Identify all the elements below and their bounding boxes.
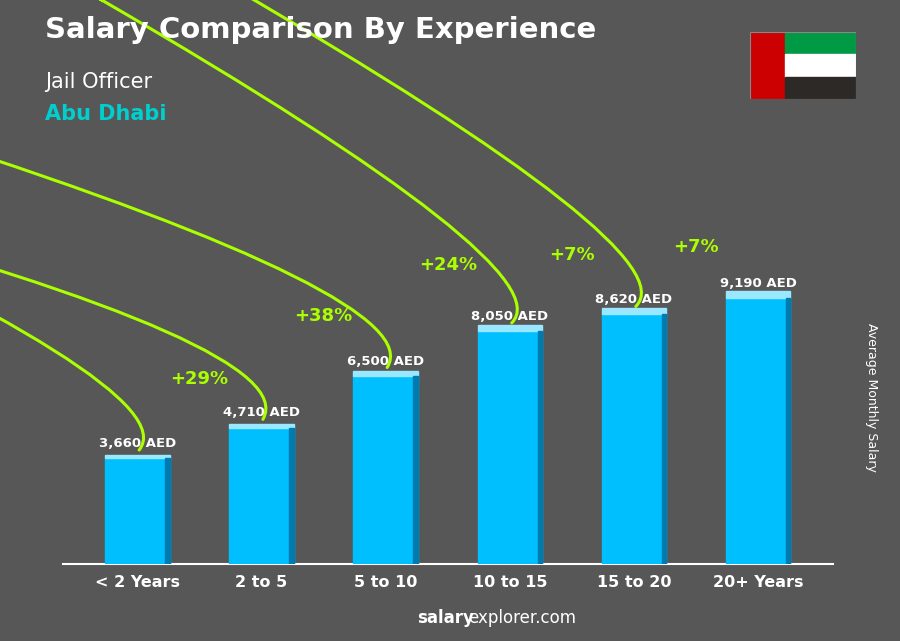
Bar	[785, 77, 856, 99]
Bar	[230, 424, 293, 428]
Text: salary: salary	[417, 609, 473, 627]
Text: Jail Officer: Jail Officer	[45, 72, 152, 92]
Text: +7%: +7%	[549, 246, 595, 263]
Text: +24%: +24%	[418, 256, 477, 274]
Bar	[166, 458, 170, 564]
Text: explorer.com: explorer.com	[468, 609, 576, 627]
Text: Salary Comparison By Experience: Salary Comparison By Experience	[45, 16, 596, 44]
Bar	[289, 428, 293, 564]
Bar	[413, 376, 418, 564]
Bar	[537, 331, 542, 564]
Bar	[230, 428, 293, 564]
Text: 3,660 AED: 3,660 AED	[99, 437, 176, 450]
Text: 8,050 AED: 8,050 AED	[472, 310, 548, 322]
Bar	[354, 376, 418, 564]
Text: 8,620 AED: 8,620 AED	[596, 293, 672, 306]
Text: 9,190 AED: 9,190 AED	[720, 277, 796, 290]
Bar	[662, 314, 666, 564]
Bar	[750, 32, 785, 99]
Text: Abu Dhabi: Abu Dhabi	[45, 104, 166, 124]
Bar	[478, 325, 542, 331]
Text: 4,710 AED: 4,710 AED	[223, 406, 300, 419]
Bar	[725, 297, 790, 564]
Bar	[785, 32, 856, 54]
Text: +38%: +38%	[294, 307, 353, 325]
Text: 6,500 AED: 6,500 AED	[347, 354, 424, 367]
Text: +29%: +29%	[170, 370, 229, 388]
Bar	[785, 54, 856, 77]
Bar	[478, 331, 542, 564]
Bar	[725, 291, 790, 297]
Text: Average Monthly Salary: Average Monthly Salary	[865, 323, 878, 472]
Bar	[105, 458, 170, 564]
Bar	[602, 308, 666, 314]
Bar	[354, 371, 418, 376]
Bar	[602, 314, 666, 564]
Text: +7%: +7%	[673, 238, 719, 256]
Bar	[105, 455, 170, 458]
Bar	[786, 297, 790, 564]
